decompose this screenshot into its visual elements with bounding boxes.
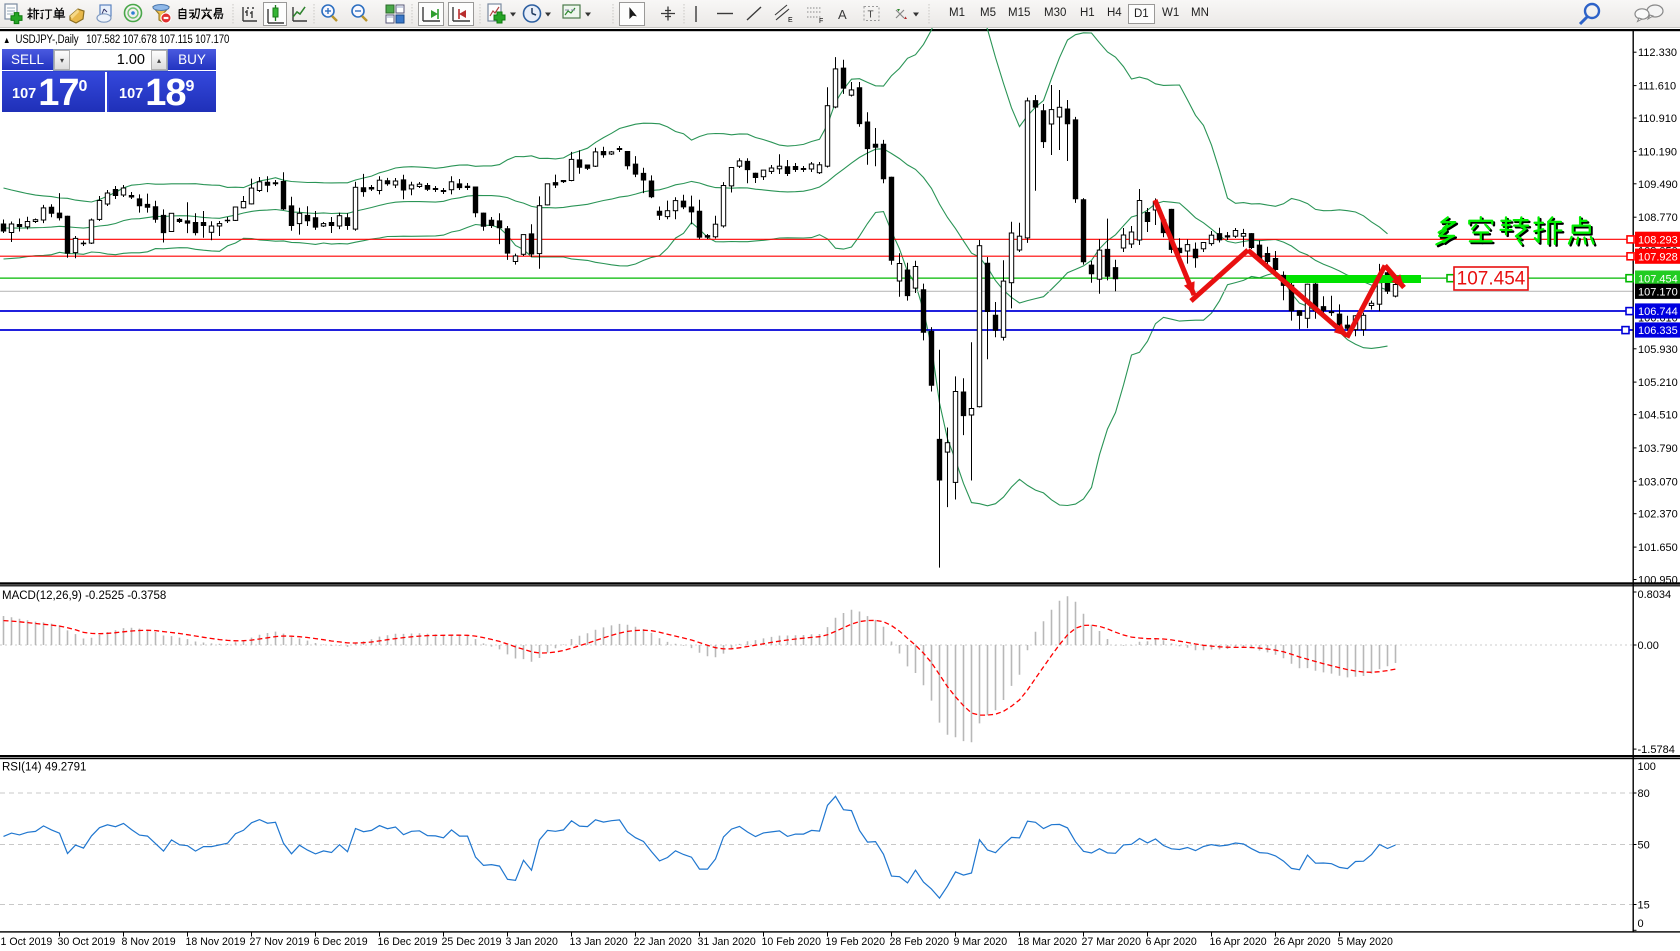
svg-text:31 Jan 2020: 31 Jan 2020 [698, 936, 756, 948]
svg-text:105.210: 105.210 [1638, 377, 1678, 389]
svg-text:102.370: 102.370 [1638, 509, 1678, 521]
svg-text:111.610: 111.610 [1638, 81, 1676, 93]
svg-text:80: 80 [1638, 788, 1650, 800]
svg-text:106.744: 106.744 [1638, 306, 1678, 318]
svg-text:50: 50 [1638, 840, 1650, 852]
svg-text:3 Jan 2020: 3 Jan 2020 [506, 936, 559, 948]
svg-text:100.950: 100.950 [1638, 575, 1678, 587]
svg-text:6 Dec 2019: 6 Dec 2019 [314, 936, 368, 948]
svg-text:28 Feb 2020: 28 Feb 2020 [890, 936, 950, 948]
svg-text:105.930: 105.930 [1638, 344, 1678, 356]
svg-text:104.510: 104.510 [1638, 410, 1678, 422]
svg-text:108.770: 108.770 [1638, 212, 1678, 224]
svg-text:25 Dec 2019: 25 Dec 2019 [442, 936, 502, 948]
svg-text:107.454: 107.454 [1457, 269, 1526, 290]
svg-text:A: A [838, 7, 847, 22]
svg-text:18 Mar 2020: 18 Mar 2020 [1018, 936, 1078, 948]
svg-text:13 Jan 2020: 13 Jan 2020 [570, 936, 628, 948]
svg-text:27 Nov 2019: 27 Nov 2019 [250, 936, 310, 948]
svg-text:E: E [788, 17, 793, 24]
svg-text:109.490: 109.490 [1638, 179, 1678, 191]
svg-text:10 Feb 2020: 10 Feb 2020 [762, 936, 822, 948]
svg-text:30 Oct 2019: 30 Oct 2019 [58, 936, 116, 948]
svg-text:5 May 2020: 5 May 2020 [1338, 936, 1393, 948]
svg-text:26 Apr 2020: 26 Apr 2020 [1274, 936, 1331, 948]
svg-text:16 Apr 2020: 16 Apr 2020 [1210, 936, 1267, 948]
svg-text:16 Dec 2019: 16 Dec 2019 [378, 936, 438, 948]
svg-text:MACD(12,26,9) -0.2525 -0.3758: MACD(12,26,9) -0.2525 -0.3758 [2, 590, 166, 602]
svg-text:110.190: 110.190 [1638, 146, 1677, 158]
svg-text:9 Mar 2020: 9 Mar 2020 [954, 936, 1008, 948]
svg-text:15: 15 [1638, 900, 1650, 912]
svg-text:112.330: 112.330 [1638, 47, 1677, 59]
svg-text:0: 0 [1638, 918, 1644, 930]
svg-text:27 Mar 2020: 27 Mar 2020 [1082, 936, 1142, 948]
svg-text:0.00: 0.00 [1638, 640, 1659, 652]
svg-text:107.928: 107.928 [1638, 251, 1678, 263]
svg-text:F: F [819, 18, 823, 25]
svg-text:100: 100 [1638, 761, 1656, 773]
svg-text:107.454: 107.454 [1638, 273, 1678, 285]
svg-text:22 Jan 2020: 22 Jan 2020 [634, 936, 692, 948]
svg-text:6 Apr 2020: 6 Apr 2020 [1146, 936, 1197, 948]
svg-text:108.293: 108.293 [1638, 235, 1678, 247]
svg-text:19 Feb 2020: 19 Feb 2020 [826, 936, 886, 948]
svg-text:0.8034: 0.8034 [1638, 589, 1672, 601]
svg-text:101.650: 101.650 [1638, 542, 1678, 554]
svg-text:8 Nov 2019: 8 Nov 2019 [122, 936, 176, 948]
svg-text:106.335: 106.335 [1638, 325, 1678, 337]
svg-text:18 Nov 2019: 18 Nov 2019 [186, 936, 246, 948]
svg-text:RSI(14) 49.2791: RSI(14) 49.2791 [2, 762, 86, 774]
svg-text:107.170: 107.170 [1638, 287, 1678, 299]
svg-text:110.910: 110.910 [1638, 113, 1677, 125]
svg-text:103.790: 103.790 [1638, 443, 1678, 455]
svg-text:T: T [868, 10, 874, 21]
svg-text:1 Oct 2019: 1 Oct 2019 [1, 936, 53, 948]
svg-text:-1.5784: -1.5784 [1638, 744, 1675, 756]
svg-text:103.070: 103.070 [1638, 476, 1678, 488]
